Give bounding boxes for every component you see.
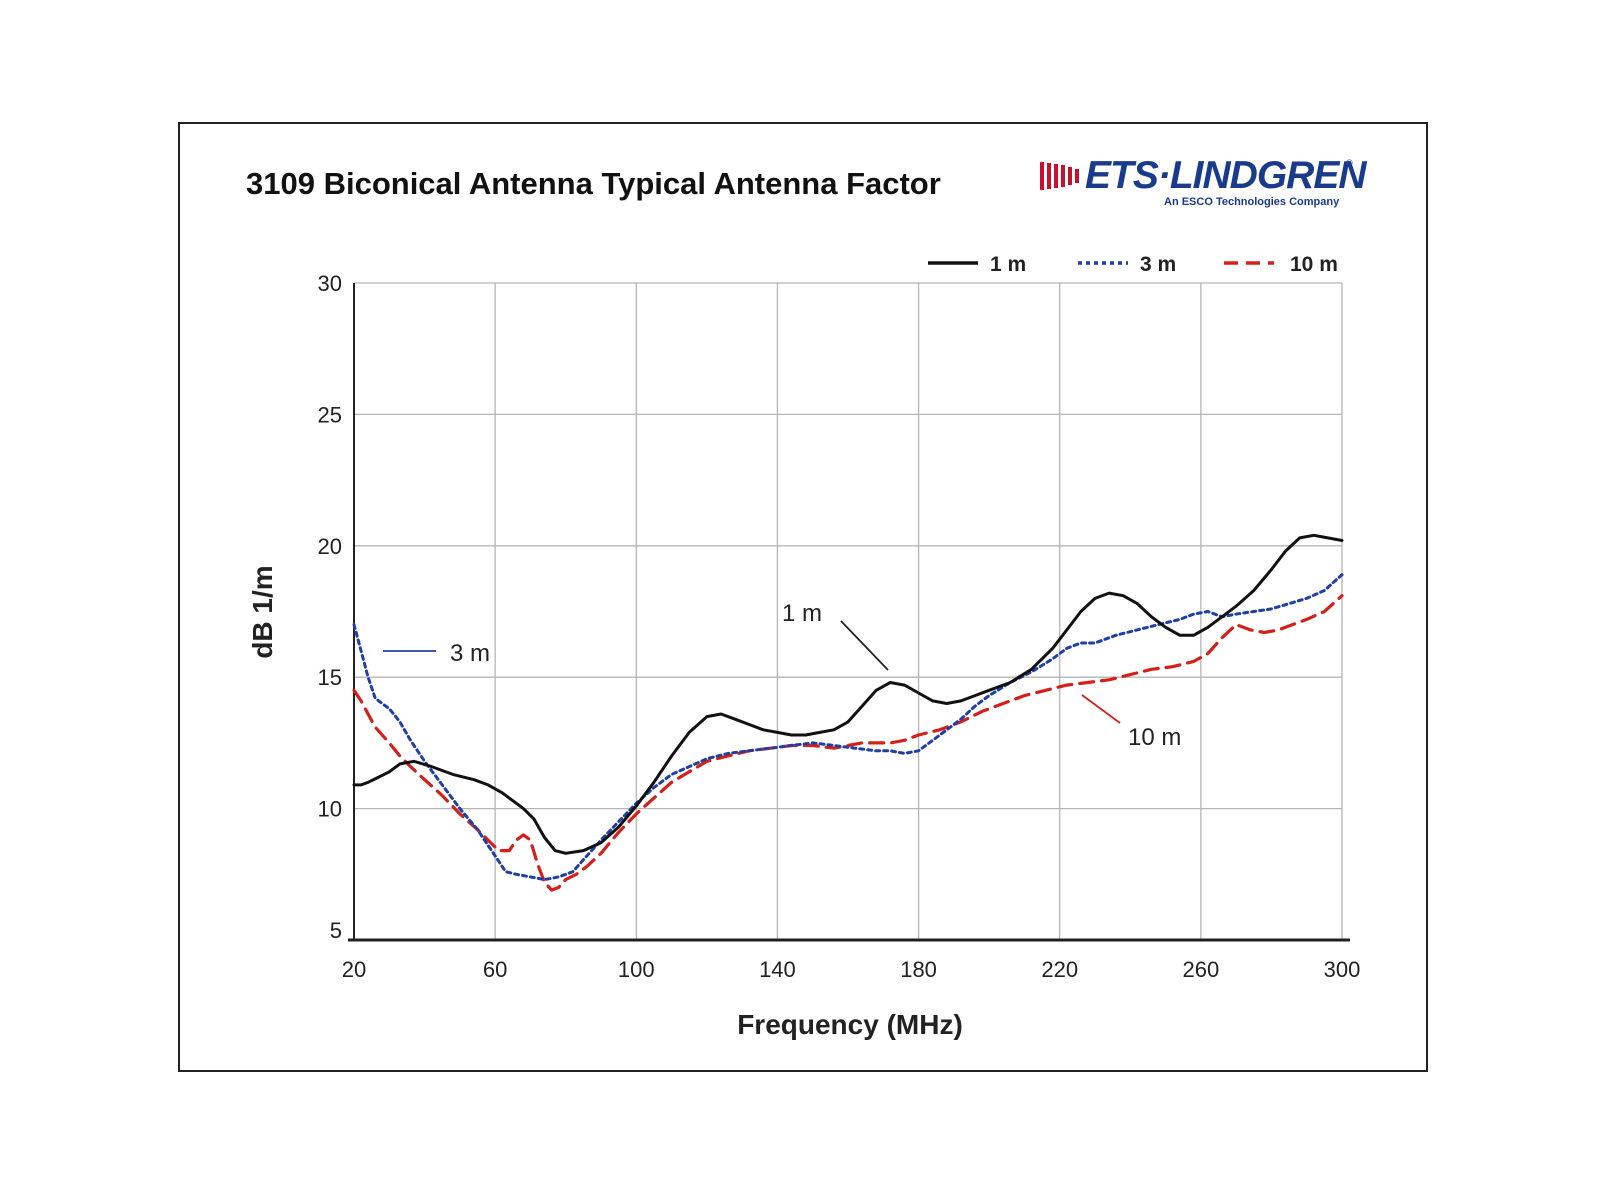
x-tick-label: 300 xyxy=(1324,957,1361,982)
annotation-leader-10m xyxy=(1081,694,1121,724)
annotation-label-1m: 1 m xyxy=(782,600,822,627)
x-tick-label: 220 xyxy=(1041,957,1078,982)
axes xyxy=(348,283,1350,942)
x-tick-label: 180 xyxy=(900,957,937,982)
legend-label-1m: 1 m xyxy=(990,253,1026,276)
grid-lines xyxy=(354,282,1343,940)
x-tick-label: 20 xyxy=(342,957,366,982)
company-logo: ETS·LINDGREN ® An ESCO Technologies Comp… xyxy=(1040,154,1366,212)
logo-registered-mark: ® xyxy=(1346,158,1353,168)
y-tick-label: 10 xyxy=(318,797,342,822)
logo-waves-icon xyxy=(1040,162,1079,190)
x-axis-title: Frequency (MHz) xyxy=(737,1009,963,1040)
series-line-10m xyxy=(352,594,1344,892)
series-line-3m xyxy=(352,573,1344,882)
annotation-label-3m: 3 m xyxy=(450,640,490,667)
y-tick-label: 15 xyxy=(318,665,342,690)
x-tick-label: 260 xyxy=(1182,957,1219,982)
logo-tagline: An ESCO Technologies Company xyxy=(1164,196,1340,208)
legend: 1 m 3 m 10 m xyxy=(928,253,1338,276)
legend-label-10m: 10 m xyxy=(1290,253,1338,276)
logo-name: ETS·LINDGREN xyxy=(1085,154,1366,197)
series-lines xyxy=(352,533,1344,892)
y-tick-label: 30 xyxy=(318,271,342,296)
series-line-1m xyxy=(352,533,1344,855)
y-tick-label: 25 xyxy=(318,402,342,427)
y-axis-title: dB 1/m xyxy=(247,565,278,658)
chart-title: 3109 Biconical Antenna Typical Antenna F… xyxy=(246,166,941,201)
annotation-label-10m: 10 m xyxy=(1128,724,1181,751)
chart-frame xyxy=(178,122,1428,1072)
x-tick-label: 60 xyxy=(483,957,507,982)
legend-label-3m: 3 m xyxy=(1140,253,1176,276)
annotation-leader-1m xyxy=(840,620,889,671)
x-tick-label: 140 xyxy=(759,957,796,982)
annotations: 3 m 1 m 10 m xyxy=(383,600,1181,751)
x-tick-label: 100 xyxy=(618,957,655,982)
tick-labels: 20 60 100 140 180 220 260 300 5 10 15 20 25 30 xyxy=(318,271,1361,982)
y-tick-label: 20 xyxy=(318,534,342,559)
y-tick-label: 5 xyxy=(330,918,342,943)
